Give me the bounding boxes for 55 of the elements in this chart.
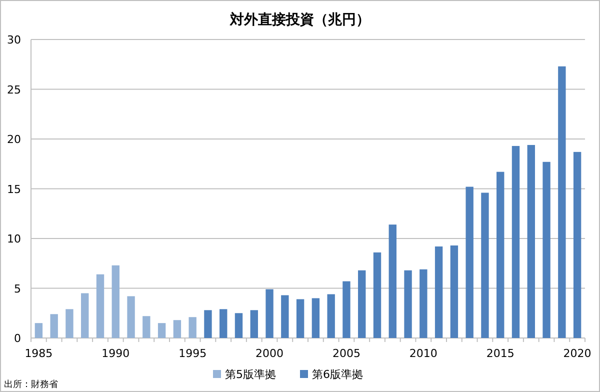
bar: [358, 270, 366, 338]
bar: [434, 246, 443, 338]
bar: [158, 323, 166, 338]
legend-label: 第5版準拠: [225, 368, 276, 381]
bar: [266, 289, 274, 338]
x-tick-label: 2010: [409, 347, 438, 360]
bar: [234, 313, 243, 338]
bar: [250, 310, 258, 338]
bar: [342, 281, 350, 338]
bar: [450, 245, 458, 338]
bar: [188, 317, 196, 338]
bar: [388, 224, 396, 338]
x-tick-label: 2000: [256, 347, 284, 360]
bar: [50, 314, 58, 338]
bar: [312, 298, 320, 338]
chart-title: 対外直接投資（兆円）: [229, 11, 370, 28]
bar: [96, 274, 104, 338]
bar: [81, 293, 89, 338]
y-tick-label: 10: [7, 232, 21, 246]
y-tick-label: 0: [14, 332, 21, 345]
x-tick-label: 2020: [563, 347, 592, 360]
y-tick-label: 5: [14, 282, 21, 296]
bar: [127, 296, 135, 338]
bar: [173, 320, 182, 338]
text: 出所：財務省: [4, 379, 58, 390]
bar: [112, 265, 120, 338]
y-tick-label: 25: [7, 83, 21, 96]
y-tick-label: 20: [7, 133, 21, 146]
bar: [281, 295, 289, 338]
x-tick-label: 1990: [102, 347, 130, 360]
x-tick-label: 1995: [178, 347, 207, 360]
bar: [373, 252, 382, 338]
bar: [512, 146, 520, 338]
bar: [204, 310, 212, 338]
bar: [404, 270, 412, 338]
bar: [558, 66, 566, 338]
bar: [296, 299, 304, 338]
legend-label: 第6版準拠: [312, 368, 363, 381]
bar: [573, 152, 582, 338]
y-tick-label: 15: [7, 182, 21, 196]
bar: [481, 192, 489, 338]
y-tick-label: 30: [7, 34, 21, 46]
bar: [527, 144, 535, 338]
bar: [66, 309, 74, 338]
x-tick-label: 2005: [332, 347, 360, 360]
bar: [34, 323, 43, 338]
x-tick-label: 1985: [24, 347, 53, 360]
bar: [220, 309, 228, 338]
bar: [496, 172, 504, 338]
bar: [420, 269, 428, 338]
bar: [142, 316, 150, 338]
bar: [542, 162, 550, 338]
x-tick-label: 2015: [486, 347, 514, 360]
bar: [327, 294, 335, 338]
bar: [466, 186, 474, 338]
